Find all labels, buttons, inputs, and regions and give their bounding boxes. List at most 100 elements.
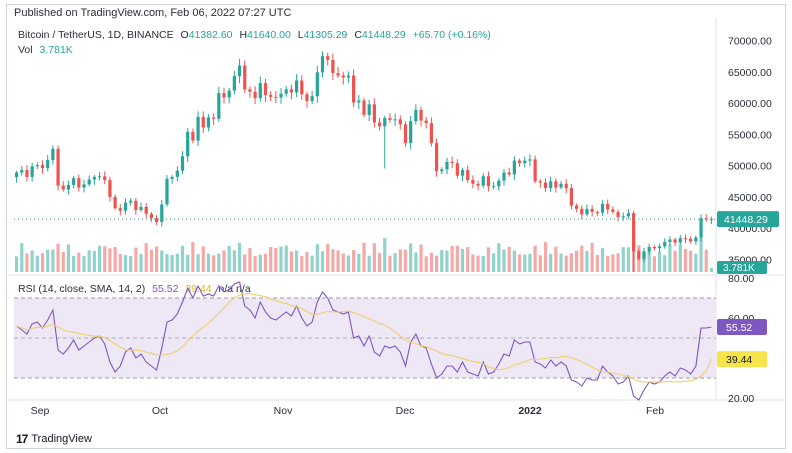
volume-bar	[92, 251, 96, 272]
candle-body	[352, 75, 356, 103]
volume-bar	[694, 253, 698, 272]
candle-body	[600, 203, 605, 213]
volume-bar	[289, 251, 294, 272]
candle-body	[466, 170, 470, 181]
volume-bar	[574, 250, 579, 272]
candle-body	[678, 238, 682, 243]
candle-body	[56, 148, 60, 186]
candle-body	[144, 206, 148, 214]
volume-bar	[72, 255, 76, 272]
last-price-label: 41448.29	[724, 214, 768, 226]
volume-bar	[699, 238, 703, 272]
candle-body	[305, 94, 309, 102]
volume-bar	[341, 253, 345, 272]
candle-body	[652, 246, 656, 249]
candle-body	[663, 241, 667, 247]
volume-bar	[129, 255, 133, 272]
low-label: L	[297, 29, 304, 41]
volume-bar	[606, 255, 610, 272]
volume-bar	[657, 251, 662, 272]
volume-legend: Vol 3.781K	[18, 44, 77, 56]
footer-brand[interactable]: 17 TradingView	[16, 432, 92, 446]
volume-bar	[123, 255, 128, 272]
candle-body	[699, 218, 703, 238]
candle-body	[217, 93, 221, 119]
candle-body	[507, 172, 511, 175]
volume-bar	[232, 250, 236, 272]
candle-body	[274, 96, 278, 98]
candle-body	[440, 169, 444, 172]
candle-body	[673, 239, 677, 243]
volume-bar	[517, 254, 522, 272]
candle-body	[616, 211, 620, 217]
rsi-value-badge-label: 55.52	[726, 322, 752, 334]
candle-body	[683, 238, 688, 240]
candle-body	[647, 246, 651, 252]
volume-bar	[258, 254, 262, 272]
volume-bar	[678, 244, 682, 272]
candle-body	[569, 188, 574, 206]
volume-bar	[315, 244, 319, 272]
volume-bar	[621, 247, 625, 272]
candle-body	[108, 180, 112, 197]
volume-bar	[393, 253, 397, 272]
candle-body	[549, 181, 553, 189]
symbol-label[interactable]: Bitcoin / TetherUS, 1D, BINANCE	[18, 29, 174, 41]
volume-bar	[595, 254, 599, 272]
volume-bar	[331, 249, 335, 272]
vol-label: Vol	[18, 44, 33, 56]
volume-bar	[154, 246, 159, 272]
rsi-line	[16, 281, 712, 401]
volume-badge-label: 3.781K	[723, 263, 755, 274]
volume-bar	[201, 246, 205, 272]
candle-body	[590, 208, 594, 212]
volume-bar	[569, 253, 574, 272]
time-tick-label: Dec	[396, 405, 415, 417]
candle-body	[403, 124, 408, 144]
candle-body	[429, 123, 434, 144]
volume-bar	[476, 255, 480, 272]
volume-bar	[554, 246, 558, 272]
volume-bar	[14, 256, 19, 272]
candle-body	[346, 75, 351, 78]
volume-bar	[61, 251, 65, 272]
price-tick-label: 60000.00	[728, 98, 772, 110]
rsi-label[interactable]: RSI (14, close, SMA, 14, 2)	[18, 283, 146, 295]
volume-bar	[51, 249, 55, 272]
candle-body	[637, 251, 641, 259]
candle-body	[486, 176, 491, 187]
candle-body	[512, 160, 516, 175]
volume-bar	[424, 256, 428, 272]
candle-body	[372, 104, 376, 123]
candle-body	[331, 59, 335, 74]
candle-body	[20, 170, 24, 173]
last-price-badge	[717, 211, 779, 228]
volume-bar	[227, 246, 231, 272]
close-value: 41448.29	[361, 29, 406, 41]
candle-body	[341, 75, 345, 78]
candle-body	[585, 208, 589, 215]
volume-bar	[170, 255, 174, 272]
candle-body	[398, 119, 402, 125]
volume-bar	[305, 252, 309, 272]
candle-body	[689, 238, 693, 242]
volume-bar	[549, 253, 553, 272]
volume-bar	[372, 243, 376, 272]
candle-body	[14, 172, 19, 178]
volume-bar	[709, 268, 714, 272]
candle-body	[460, 170, 465, 176]
rsi-legend: RSI (14, close, SMA, 14, 2) 55.52 39.44 …	[18, 283, 255, 295]
rsi-tick-label: 80.00	[728, 273, 754, 285]
candle-body	[606, 203, 610, 210]
volume-bar	[206, 253, 211, 272]
candle-body	[300, 80, 304, 95]
volume-bar	[460, 248, 465, 272]
volume-bar	[40, 253, 45, 272]
volume-bar	[663, 255, 667, 272]
candle-body	[175, 170, 179, 177]
volume-bar	[196, 254, 200, 272]
candle-body	[315, 72, 319, 97]
candle-body	[523, 160, 527, 164]
candle-body	[77, 178, 81, 188]
